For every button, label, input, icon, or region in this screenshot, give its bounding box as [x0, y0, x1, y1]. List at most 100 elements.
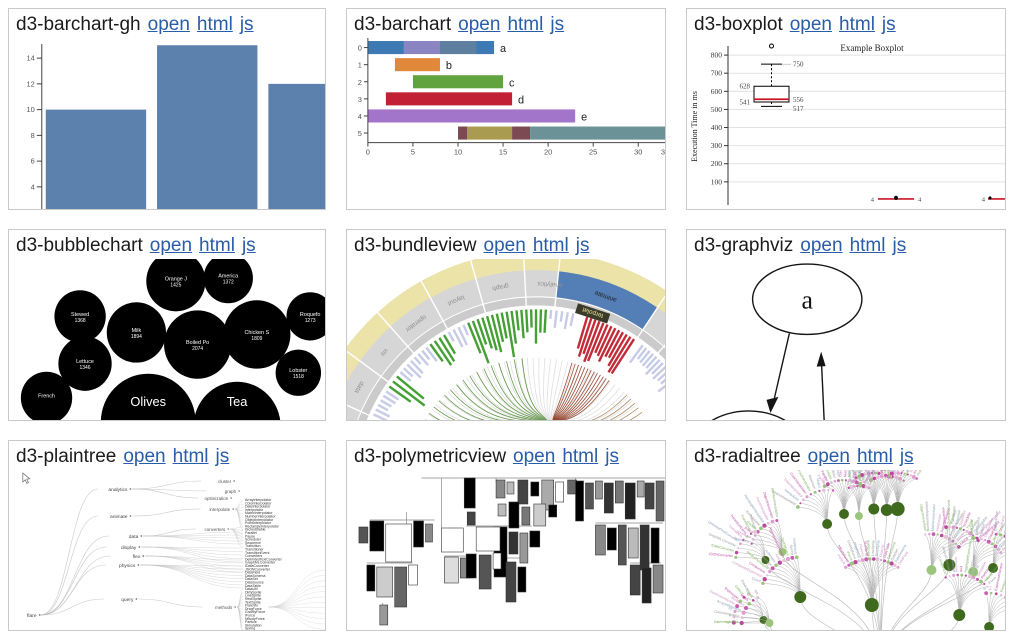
svg-text:DataField: DataField	[988, 525, 998, 540]
svg-text:AggregateExpression: AggregateExpression	[963, 539, 972, 573]
js-link[interactable]: js	[550, 14, 565, 35]
svg-text:FlareVis: FlareVis	[858, 544, 865, 558]
svg-text:RectSprite: RectSprite	[878, 470, 884, 474]
svg-text:14: 14	[27, 54, 35, 63]
svg-text:Parallel: Parallel	[245, 531, 257, 535]
svg-text:NumberInterpolator: NumberInterpolator	[924, 500, 930, 531]
card-title: d3-bubblechart	[16, 235, 143, 256]
html-link[interactable]: html	[856, 446, 893, 467]
html-link[interactable]: html	[172, 446, 209, 467]
svg-text:DataField: DataField	[245, 571, 260, 575]
open-link[interactable]: open	[807, 446, 850, 467]
open-link[interactable]: open	[147, 14, 190, 35]
svg-text:MatrixInterpolator: MatrixInterpolator	[245, 511, 273, 515]
open-link[interactable]: open	[123, 446, 166, 467]
chart-thumbnail-bundleview: data vis operator layout graph analytics anima…	[347, 259, 665, 420]
svg-text:Interpolator: Interpolator	[245, 508, 264, 512]
html-link[interactable]: html	[199, 235, 235, 256]
svg-text:DataSchema: DataSchema	[983, 517, 994, 537]
card-header: d3-bubblechart open html js	[9, 230, 325, 259]
svg-text:IsA: IsA	[726, 620, 732, 624]
js-link[interactable]: js	[575, 235, 590, 256]
svg-text:d: d	[518, 94, 524, 106]
svg-text:NumberInterpolator: NumberInterpolator	[770, 487, 779, 518]
horizontal-barchart: 0 a 1 b 2 c 3 d 4 e 5 0 5 10 15 20 25 30 3	[358, 38, 665, 157]
svg-text:DataUtil: DataUtil	[879, 544, 885, 557]
svg-text:Fn: Fn	[845, 480, 850, 485]
svg-text:Boiled Po: Boiled Po	[186, 340, 209, 346]
svg-text:PointInterpolator: PointInterpolator	[833, 470, 841, 478]
open-link[interactable]: open	[458, 14, 501, 35]
svg-text:DirtySprite: DirtySprite	[245, 590, 262, 594]
svg-text:DataSet: DataSet	[890, 548, 899, 561]
svg-text:Simulation: Simulation	[792, 538, 797, 555]
svg-text:NBodyForce: NBodyForce	[245, 617, 265, 621]
svg-text:Tea: Tea	[227, 394, 248, 409]
html-link[interactable]: html	[532, 235, 569, 256]
svg-text:MatrixInterpolator: MatrixInterpolator	[847, 470, 856, 478]
svg-text:Average: Average	[879, 470, 887, 473]
js-link[interactable]: js	[892, 235, 907, 256]
svg-text:Transitioner: Transitioner	[245, 547, 264, 551]
svg-text:Particle: Particle	[906, 470, 913, 472]
svg-text:And: And	[774, 553, 781, 560]
svg-text:Count: Count	[751, 576, 761, 583]
svg-text:DataUtil: DataUtil	[245, 587, 258, 591]
open-link[interactable]: open	[483, 235, 526, 256]
open-link[interactable]: open	[800, 235, 843, 256]
svg-text:Spring: Spring	[789, 544, 795, 555]
card-d3-bubblechart: d3-bubblechart open html js Stewed 1368 Orang…	[8, 229, 326, 421]
js-link[interactable]: js	[881, 14, 896, 35]
svg-text:700: 700	[711, 69, 722, 78]
open-link[interactable]: open	[149, 235, 193, 256]
svg-text:800: 800	[711, 51, 722, 60]
svg-text:ColorInterpolator: ColorInterpolator	[245, 501, 272, 505]
svg-text:graph: graph	[225, 489, 237, 494]
svg-text:5: 5	[411, 148, 415, 157]
card-title: d3-bundleview	[354, 235, 477, 256]
svg-text:MatrixInterpolator: MatrixInterpolator	[931, 503, 937, 531]
svg-text:DataSource: DataSource	[245, 580, 264, 584]
svg-text:TextSprite: TextSprite	[245, 600, 261, 604]
svg-text:Literal: Literal	[959, 536, 969, 545]
chart-thumbnail-graphviz: a	[687, 259, 1005, 420]
js-link[interactable]: js	[241, 235, 256, 256]
svg-text:Stewed: Stewed	[71, 312, 89, 318]
svg-text:GravityForce: GravityForce	[846, 540, 857, 560]
open-link[interactable]: open	[513, 446, 556, 467]
card-d3-barchart: d3-barchart open html js 0 a 1 b 2 c 3 d 4 e 5 0 5 10 15 2…	[346, 8, 666, 210]
js-link[interactable]: js	[605, 446, 619, 467]
svg-text:Expression: Expression	[999, 575, 1005, 593]
js-link[interactable]: js	[215, 446, 230, 467]
svg-text:Transition: Transition	[955, 509, 962, 525]
js-link[interactable]: js	[239, 14, 254, 35]
svg-text:Scheduler: Scheduler	[245, 538, 262, 542]
svg-text:Maximum: Maximum	[808, 474, 817, 490]
svg-text:analytics: analytics	[108, 487, 128, 493]
svg-text:GraphMLConverter: GraphMLConverter	[245, 561, 276, 565]
svg-text:8: 8	[31, 131, 35, 140]
svg-text:Milk: Milk	[132, 328, 142, 334]
svg-text:LineSprite: LineSprite	[882, 470, 887, 473]
svg-text:Interpolator: Interpolator	[935, 513, 942, 532]
html-link[interactable]: html	[196, 14, 233, 35]
js-link[interactable]: js	[899, 446, 914, 467]
svg-text:200: 200	[711, 159, 722, 168]
svg-text:DirtySprite: DirtySprite	[886, 470, 891, 473]
html-link[interactable]: html	[849, 235, 886, 256]
svg-text:e: e	[581, 111, 587, 123]
svg-text:animate: animate	[110, 514, 128, 520]
open-link[interactable]: open	[789, 14, 833, 35]
svg-text:10: 10	[27, 105, 35, 114]
card-header: d3-radialtree open html js	[687, 441, 1005, 470]
svg-text:Simulation: Simulation	[976, 561, 987, 577]
svg-text:1372: 1372	[223, 280, 234, 286]
svg-text:25: 25	[589, 148, 597, 157]
html-link[interactable]: html	[562, 446, 599, 467]
svg-text:628: 628	[739, 83, 750, 91]
svg-text:ISchedulable: ISchedulable	[822, 470, 833, 480]
html-link[interactable]: html	[507, 14, 544, 35]
html-link[interactable]: html	[839, 14, 875, 35]
card-title: d3-barchart-gh	[16, 14, 141, 35]
